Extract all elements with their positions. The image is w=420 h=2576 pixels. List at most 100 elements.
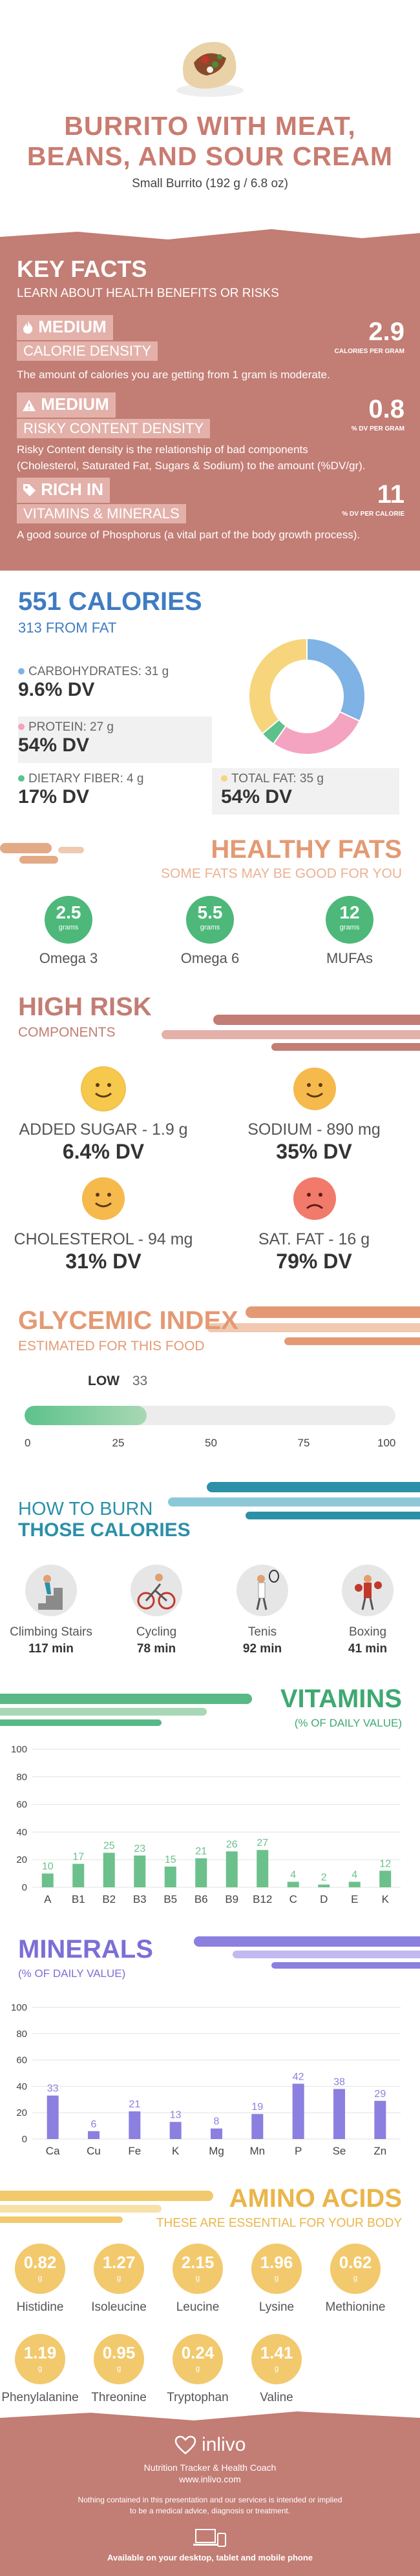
fat-unit: grams (58, 924, 79, 931)
footer-platforms: Available on your desktop, tablet and mo… (107, 2553, 313, 2562)
burn-banner (168, 1482, 420, 1519)
risk-label: ADDED SUGAR - 1.9 g (19, 1121, 188, 1139)
burn-section: HOW TO BURN THOSE CALORIES Climbing Stai… (0, 1468, 420, 1687)
amino-badge: 1.41 g (251, 2334, 302, 2384)
minerals-bar-chart: 0 20 40 60 80 100 33 Ca 6 Cu 21 Fe 13 K 8 Mg 19 Mn 42 P 38 Se… (11, 2002, 401, 2157)
risk-label: CHOLESTEROL - 94 mg (14, 1230, 193, 1248)
bar-b1 (72, 1863, 85, 1887)
bar-a (41, 1873, 54, 1887)
warning-icon (22, 396, 36, 416)
carbs-label: CARBOHYDRATES: 31 g (28, 665, 169, 678)
vitamins-subtitle: (% OF DAILY VALUE) (294, 1717, 402, 1729)
x-tick-label: B12 (253, 1893, 272, 1905)
y-tick-label: 20 (16, 2107, 27, 2118)
mufas-badge: 12 grams (326, 896, 373, 944)
sad-icon (292, 1176, 337, 1221)
glycemic-value: 33 (132, 1374, 148, 1388)
amino-badge: 1.19 g (15, 2334, 65, 2384)
healthy-fats-banner (0, 843, 84, 864)
y-tick-label: 0 (22, 2134, 27, 2145)
amino-unit: g (37, 2364, 43, 2373)
bar-e (348, 1881, 361, 1887)
x-tick-label: A (44, 1893, 52, 1905)
bar-value-label: 15 (165, 1854, 176, 1865)
glycemic-tick: 75 (297, 1437, 310, 1449)
smile-icon (81, 1066, 126, 1111)
amino-badge: 0.24 g (173, 2334, 223, 2384)
bar-k (379, 1871, 392, 1887)
x-tick-label: C (289, 1893, 297, 1905)
x-tick-label: B1 (72, 1893, 85, 1905)
glycemic-level: LOW (88, 1374, 120, 1388)
fat-value: 2.5 (56, 902, 81, 922)
bar-value-label: 33 (47, 2084, 59, 2094)
footer-tagline: Nutrition Tracker & Health Coach (143, 2462, 277, 2473)
donut-slice-protein (272, 711, 361, 755)
x-tick-label: E (351, 1893, 358, 1905)
bar-value-label: 26 (226, 1839, 238, 1850)
burn-minutes: 117 min (28, 1642, 74, 1656)
amino-value: 2.15 (181, 2253, 215, 2272)
fact-risky-content-density: MEDIUM RISKY CONTENT DENSITY 0.8 % DV PER… (17, 392, 404, 474)
amino-value: 0.95 (102, 2343, 136, 2362)
glycemic-subtitle: ESTIMATED FOR THIS FOOD (18, 1339, 205, 1354)
x-tick-label: B6 (194, 1893, 208, 1905)
bar-cu (88, 2131, 100, 2139)
fact-name: CALORIE DENSITY (17, 341, 158, 361)
healthy-fats-subtitle: SOME FATS MAY BE GOOD FOR YOU (160, 866, 402, 881)
risk-dv: 79% DV (276, 1250, 352, 1273)
x-tick-label: Zn (373, 2145, 386, 2157)
amino-label: Leucine (176, 2300, 220, 2314)
amino-label: Threonine (91, 2391, 147, 2404)
burn-label: Tenis (247, 1625, 277, 1639)
bar-value-label: 38 (333, 2076, 345, 2087)
x-tick-label: Mn (250, 2145, 266, 2157)
bar-d (318, 1884, 330, 1887)
amino-label: Lysine (258, 2300, 295, 2314)
fat-unit: grams (200, 924, 220, 931)
glycemic-fill (25, 1406, 147, 1425)
page-title: BURRITO WITH MEAT, BEANS, AND SOUR CREAM (26, 111, 394, 172)
bar-value-label: 6 (91, 2119, 97, 2130)
tennis-icon (236, 1565, 288, 1616)
x-tick-label: Fe (128, 2145, 141, 2157)
burrito-image (176, 42, 244, 97)
bar-value-label: 42 (293, 2071, 304, 2082)
fact-description: Risky Content density is the relationshi… (17, 443, 308, 456)
header: BURRITO WITH MEAT, BEANS, AND SOUR CREAM… (0, 0, 420, 190)
x-tick-label: Ca (46, 2145, 60, 2157)
fact-name: RISKY CONTENT DENSITY (17, 419, 211, 438)
fact-description-2: (Cholesterol, Saturated Fat, Sugars & So… (17, 459, 366, 472)
vitamins-banner (0, 1694, 252, 1726)
minerals-subtitle: (% OF DAILY VALUE) (18, 1967, 126, 1980)
y-tick-label: 60 (16, 1800, 27, 1810)
y-tick-label: 60 (16, 2055, 27, 2066)
footer-url[interactable]: www.inlivo.com (179, 2474, 241, 2484)
fact-description: A good source of Phosphorus (a vital par… (17, 529, 361, 541)
fact-value: 0.8 (368, 395, 404, 423)
fat-block: TOTAL FAT: 35 g 54% DV (212, 768, 399, 815)
heart-logo-icon (174, 2435, 196, 2458)
bar-b9 (226, 1851, 238, 1887)
amino-badge: 0.82 g (15, 2244, 65, 2294)
bar-value-label: 4 (352, 1869, 357, 1880)
amino-unit: g (37, 2273, 43, 2282)
bar-value-label: 21 (195, 1846, 207, 1857)
healthy-fats-title: HEALTHY FATS (211, 835, 402, 864)
amino-banner (0, 2191, 213, 2223)
x-tick-label: B3 (133, 1893, 147, 1905)
glycemic-ticks: 0 25 50 75 100 (25, 1437, 395, 1452)
x-tick-label: P (295, 2145, 302, 2157)
footer: inlivo Nutrition Tracker & Health Coach … (0, 2425, 420, 2576)
amino-value: 0.24 (181, 2343, 215, 2362)
amino-label: Valine (260, 2391, 293, 2404)
amino-value: 1.19 (23, 2343, 57, 2362)
high-risk-section: HIGH RISK COMPONENTS ADDED SUGAR - 1.9 g… (0, 984, 420, 1287)
amino-badge: 1.27 g (94, 2244, 144, 2294)
x-tick-label: Cu (87, 2145, 101, 2157)
glycemic-title: GLYCEMIC INDEX (18, 1306, 238, 1335)
fiber-dot (18, 775, 25, 782)
high-risk-subtitle: COMPONENTS (18, 1025, 116, 1040)
fiber-dv: 17% DV (18, 786, 90, 807)
x-tick-label: B2 (102, 1893, 116, 1905)
